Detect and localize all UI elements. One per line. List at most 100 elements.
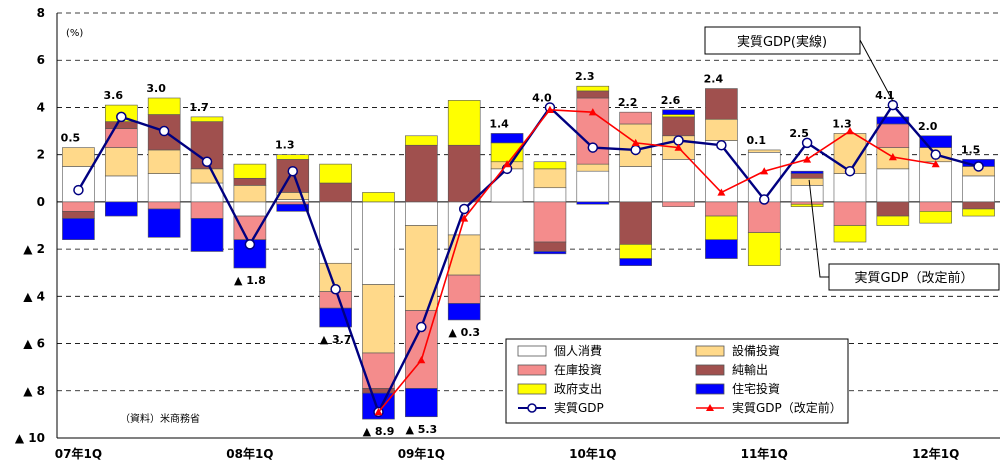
bar-segment — [919, 211, 953, 224]
bar-segment — [876, 168, 910, 203]
bar-segment — [962, 208, 995, 217]
bar-segment — [533, 168, 567, 189]
bar-segment — [233, 185, 267, 203]
bar-segment — [619, 201, 652, 245]
callout-text: 実質GDP(実線) — [737, 34, 827, 50]
bar-segment — [276, 203, 310, 212]
bar-segment — [790, 203, 824, 207]
bar-segment — [662, 116, 695, 137]
bar-segment — [833, 201, 867, 226]
bar-segment — [533, 161, 567, 170]
legend-swatch — [517, 383, 547, 395]
legend-swatch — [695, 345, 725, 357]
data-label: 4.0 — [532, 91, 552, 104]
gdp-point — [759, 194, 770, 205]
y-tick-label: 6 — [37, 53, 45, 67]
gdp-point — [73, 184, 84, 196]
legend-marker — [527, 403, 537, 413]
legend-swatch — [695, 383, 725, 395]
bar-segment — [405, 201, 438, 226]
bar-segment — [705, 88, 738, 120]
bar-segment — [876, 201, 910, 217]
bar-segment — [533, 201, 567, 243]
bar-segment — [319, 163, 352, 184]
callout-text: 実質GDP（改定前） — [855, 270, 974, 286]
gdp-prev-point — [760, 167, 769, 175]
source-note: （資料）米商務省 — [120, 412, 200, 425]
gdp-point — [844, 165, 856, 177]
data-label: 1.7 — [189, 101, 209, 114]
bar-segment — [919, 135, 953, 148]
bar-segment — [919, 161, 953, 203]
y-tick-label: 8 — [37, 6, 45, 20]
gdp-point — [587, 142, 599, 153]
data-label: 2.5 — [789, 127, 809, 140]
gdp-point — [458, 203, 470, 215]
bar-segment — [233, 177, 267, 186]
gdp-prev-point — [674, 143, 683, 151]
bar-segment — [233, 163, 267, 179]
data-label: 1.3 — [832, 117, 852, 130]
gdp-point — [716, 139, 727, 151]
bar-segment — [147, 201, 181, 210]
bar-segment — [619, 258, 652, 266]
gdp-prev-point — [588, 108, 597, 116]
gdp-prev-point — [503, 160, 512, 168]
callouts: 実質GDP(実線) 実質GDP（改定前） — [704, 26, 1000, 291]
bar-segment — [190, 218, 224, 252]
bar-segment — [576, 163, 610, 172]
bar-segment — [876, 123, 910, 148]
legend-swatch — [517, 364, 547, 376]
bar-segment — [747, 232, 781, 266]
data-label: 3.0 — [146, 82, 166, 95]
bar-segment — [319, 182, 352, 203]
gdp-prev-point — [931, 160, 940, 168]
legend-label: 住宅投資 — [732, 381, 780, 396]
data-label: 1.3 — [275, 139, 295, 152]
legend-label: 在庫投資 — [554, 362, 602, 377]
y-tick-label: 2 — [37, 148, 45, 162]
bar-segment — [833, 225, 867, 243]
data-label: 0.1 — [747, 134, 767, 147]
bar-segment — [790, 185, 824, 203]
legend-swatch — [517, 345, 547, 357]
bar-segment — [619, 244, 652, 259]
data-label: 1.4 — [489, 117, 509, 130]
gdp-prev-point — [888, 153, 897, 161]
x-tick-label: 11年1Q — [741, 446, 788, 461]
bar-segment — [576, 97, 610, 165]
data-label: ▲ 1.8 — [234, 274, 266, 287]
bar-segment — [190, 201, 224, 219]
gdp-prev-point — [545, 105, 554, 114]
legend-marker — [706, 404, 714, 411]
legend-label: 実質GDP — [554, 400, 604, 415]
bar-segment — [705, 239, 738, 259]
data-label: ▲ 8.9 — [363, 425, 395, 438]
bar-segment — [147, 97, 181, 115]
x-tick-label: 07年1Q — [55, 446, 102, 461]
bar-segment — [147, 173, 181, 203]
bar-segment — [447, 100, 481, 146]
bar-segment — [705, 215, 738, 240]
gdp-lines — [73, 99, 984, 418]
data-label: 4.1 — [875, 89, 895, 102]
bar-segment — [104, 201, 138, 217]
gdp-prev-point — [374, 408, 383, 416]
bar-segment — [362, 192, 395, 203]
data-label: 2.0 — [918, 120, 938, 133]
gdp-prev-point — [631, 138, 640, 147]
gdp-point — [330, 284, 341, 295]
gdp-prev-point — [845, 127, 854, 135]
data-label: 2.4 — [704, 73, 724, 86]
gdp-prev-point — [803, 155, 812, 163]
gdp-point — [201, 156, 213, 167]
bar-segment — [276, 154, 310, 160]
bar-segment — [447, 144, 481, 203]
data-label: ▲ 3.7 — [320, 333, 352, 346]
bar-segment — [447, 303, 481, 321]
bar-segment — [576, 201, 610, 205]
bar-segment — [876, 215, 910, 226]
bar-segment — [876, 116, 910, 125]
